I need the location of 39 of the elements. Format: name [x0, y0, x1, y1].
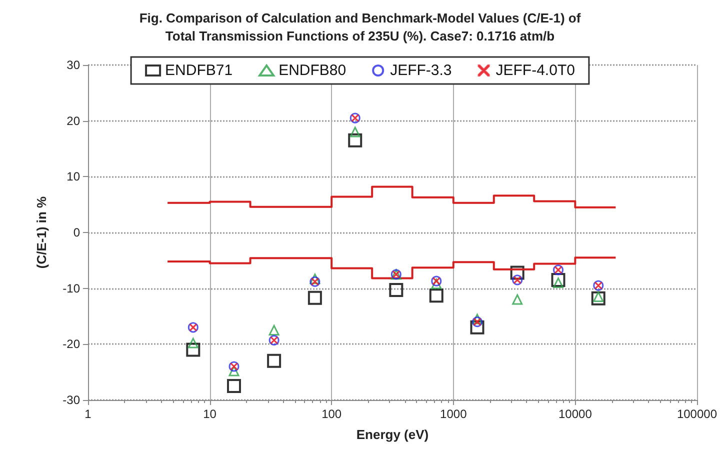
x-tick-label: 10: [203, 407, 217, 421]
y-tick-label: 20: [66, 114, 80, 128]
chart-title: Fig. Comparison of Calculation and Benchmark-Model Values (C/E-1) of Total Transmission Functions of 235U (%). Case7: 0.1716 atm/b: [139, 10, 582, 44]
x-tick-label: 10000: [558, 407, 592, 421]
y-tick-label: -10: [62, 281, 80, 296]
point: [591, 291, 606, 306]
point: [389, 283, 404, 298]
y-tick-label: -30: [62, 393, 80, 407]
point: [472, 314, 482, 324]
point: [308, 290, 322, 305]
y-tick-label: 30: [66, 58, 80, 72]
point: [551, 272, 566, 287]
point: [350, 126, 360, 138]
point: [348, 133, 362, 148]
y-tick-label: -20: [62, 337, 80, 352]
point: [310, 274, 320, 284]
x-tick-label: 100000: [676, 407, 718, 421]
x-tick-label: 1: [84, 407, 92, 421]
point: [186, 342, 200, 357]
legend-label: JEFF-4.0T0: [496, 62, 575, 79]
point: [431, 278, 442, 290]
x-tick-label: 100: [322, 407, 342, 421]
point: [512, 294, 523, 305]
point: [267, 354, 282, 368]
point: [268, 324, 280, 336]
x-tick-label: 1000: [440, 407, 468, 421]
point: [470, 320, 484, 334]
legend-label: ENDFB80: [278, 62, 346, 79]
point: [429, 288, 444, 303]
x-axis-title: Energy (eV): [356, 427, 429, 442]
point: [510, 266, 524, 280]
y-axis-title: (C/E-1) in %: [34, 196, 49, 269]
point: [226, 379, 241, 394]
legend-label: JEFF-3.3: [390, 62, 452, 79]
y-tick-label: 0: [73, 226, 80, 240]
y-tick-label: 10: [66, 170, 80, 184]
point: [188, 338, 198, 348]
point: [228, 366, 240, 376]
legend-label: ENDFB71: [165, 62, 233, 79]
